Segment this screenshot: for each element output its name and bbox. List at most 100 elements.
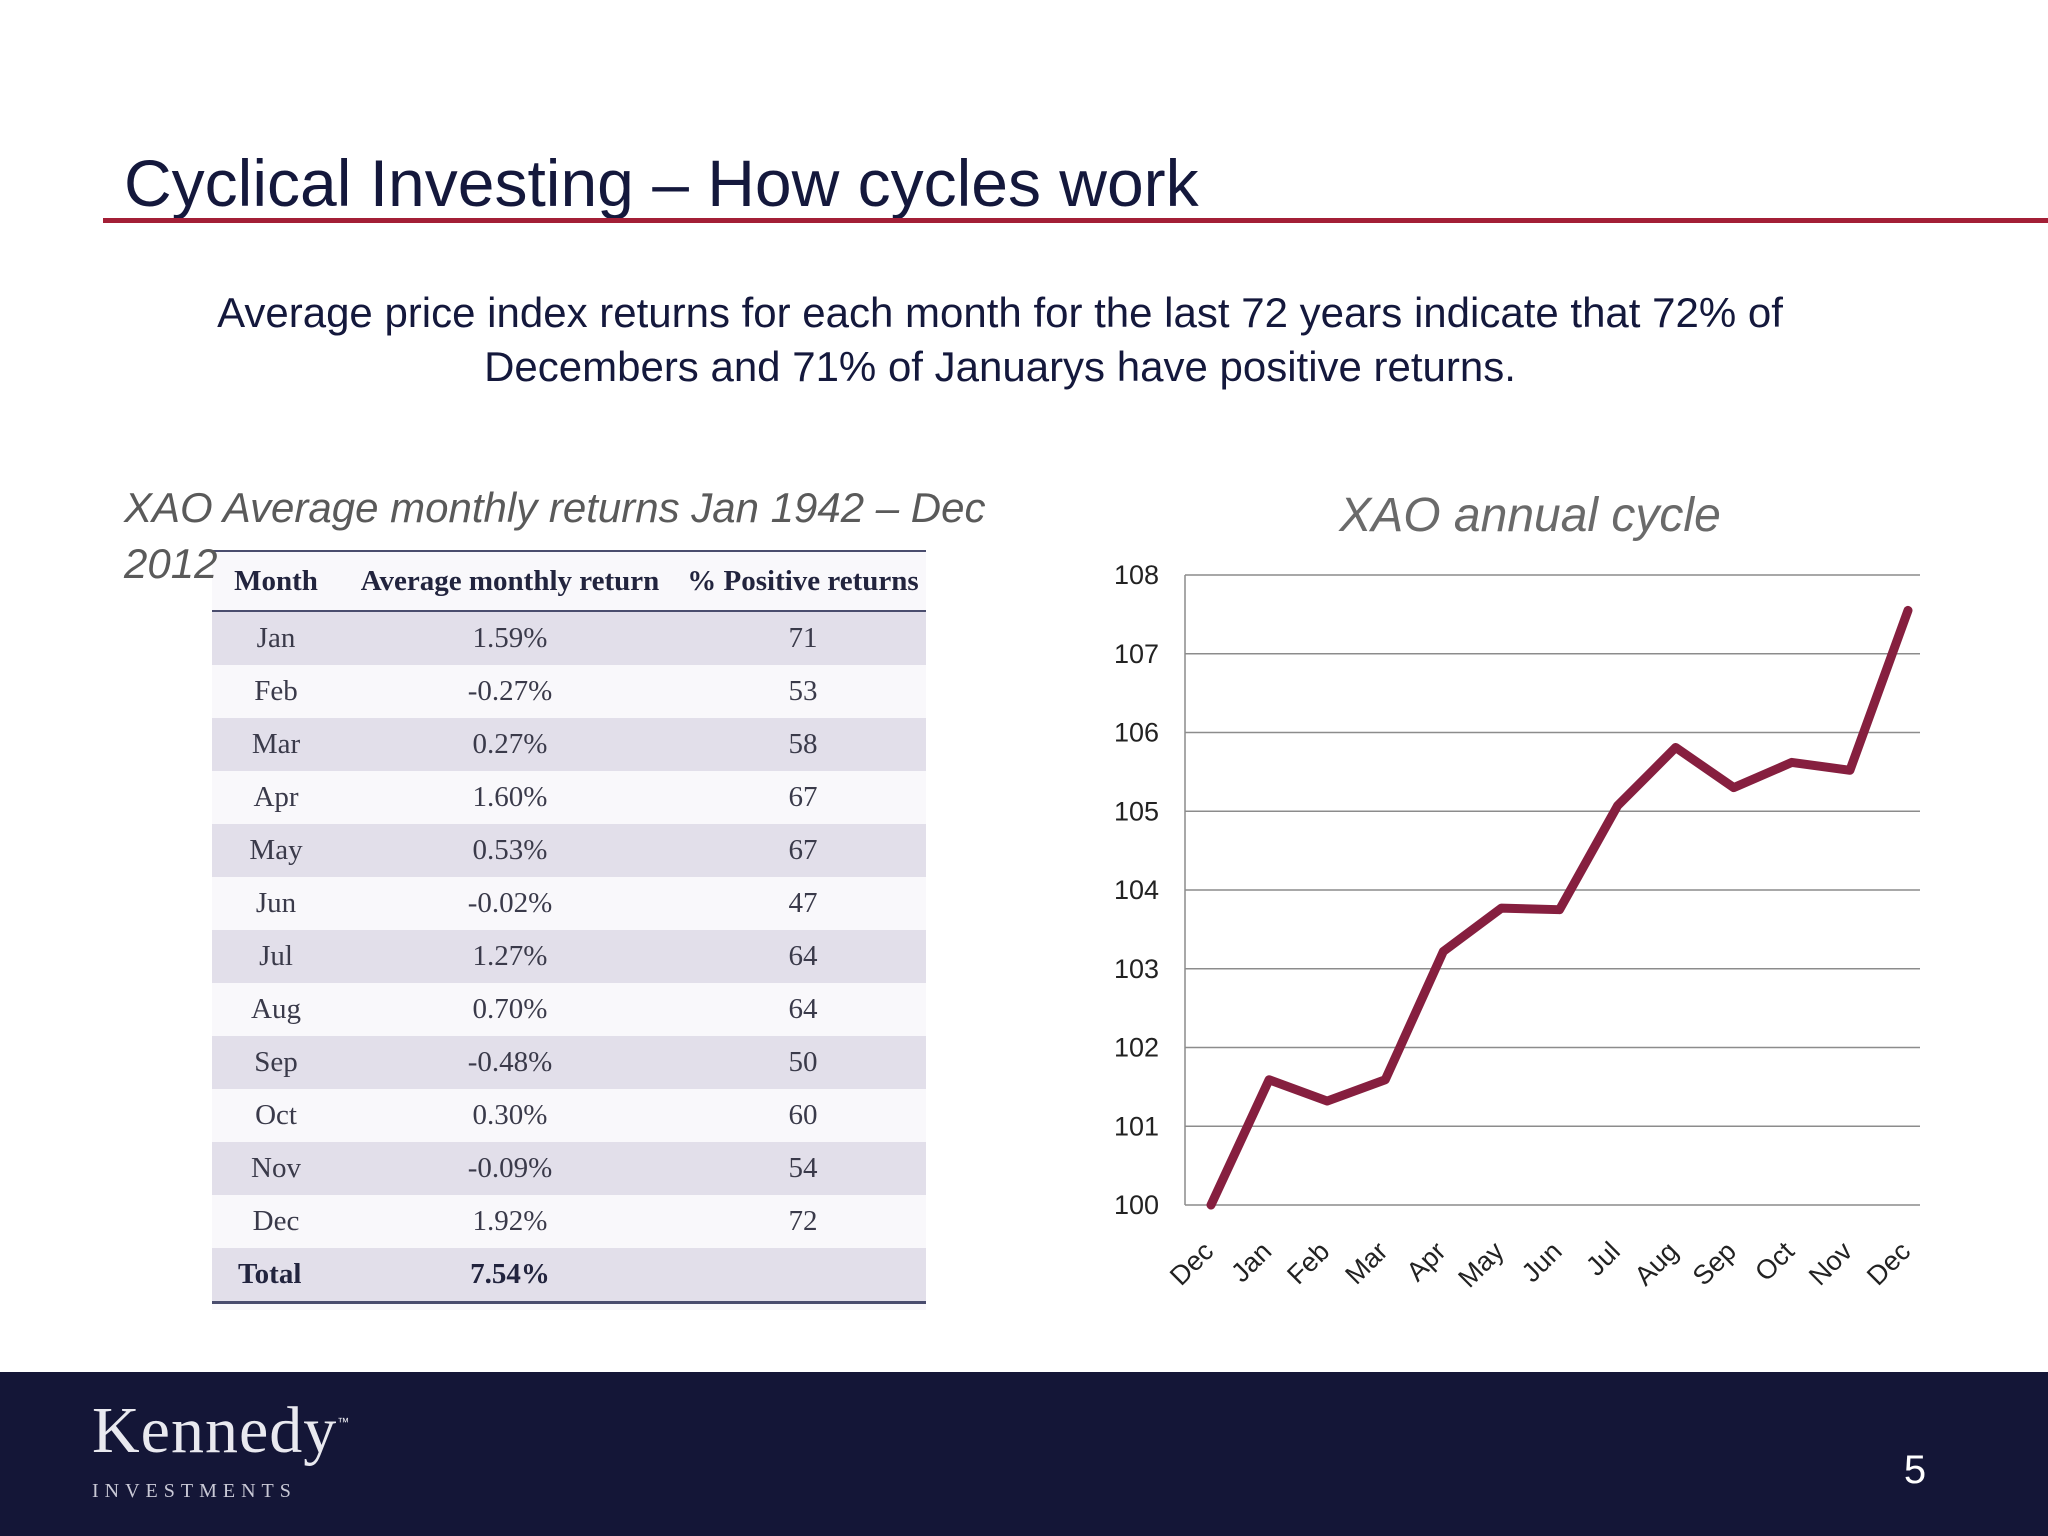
- y-tick-label: 103: [1114, 954, 1159, 984]
- returns-table-panel: Month Average monthly return % Positive …: [212, 550, 926, 1310]
- y-tick-label: 101: [1114, 1111, 1159, 1141]
- x-tick-label: Jun: [1516, 1236, 1568, 1288]
- cell-average-return: -0.27%: [467, 675, 553, 707]
- slide-title: Cyclical Investing – How cycles work: [124, 146, 1199, 220]
- x-tick-label: Mar: [1339, 1236, 1393, 1290]
- header-positive-returns: % Positive returns: [680, 550, 926, 612]
- cell-month: Oct: [255, 1099, 297, 1131]
- cell-average-return: 0.30%: [472, 1099, 548, 1131]
- cell-month: Feb: [254, 675, 298, 707]
- x-tick-label: Sep: [1687, 1236, 1742, 1291]
- header-month: Month: [212, 550, 340, 612]
- cell-positive-returns: 64: [680, 930, 926, 983]
- returns-table: Month Average monthly return % Positive …: [212, 550, 926, 1304]
- table-header-row: Month Average monthly return % Positive …: [212, 550, 926, 612]
- y-tick-label: 108: [1114, 560, 1159, 590]
- table-row: Feb -0.27% 53: [212, 665, 926, 718]
- x-tick-label: Oct: [1749, 1236, 1800, 1287]
- y-tick-label: 100: [1114, 1190, 1159, 1220]
- cell-average-return: 1.27%: [340, 930, 680, 983]
- cell-positive-returns: 54: [680, 1142, 926, 1195]
- footer-bar: [0, 1372, 2048, 1536]
- page-number: 5: [1903, 1448, 1927, 1492]
- chart-title: XAO annual cycle: [1339, 489, 1721, 542]
- cell-month: Jun: [255, 887, 297, 919]
- data-point: [1325, 1099, 1330, 1104]
- data-point: [1209, 1203, 1213, 1207]
- cell-positive-returns: 53: [788, 675, 818, 707]
- y-tick-label: 106: [1114, 718, 1159, 748]
- table-total-row: Total 7.54%: [212, 1248, 926, 1304]
- cell-total-positive: [680, 1248, 926, 1304]
- cell-average-return: -0.09%: [340, 1142, 680, 1195]
- cell-month: Mar: [212, 718, 340, 771]
- header-average-return: Average monthly return: [340, 550, 680, 612]
- data-point: [1731, 785, 1736, 790]
- x-tick-label: Apr: [1401, 1236, 1452, 1287]
- company-logo: Kennedy™ INVESTMENTS: [92, 1398, 350, 1503]
- data-point: [1499, 906, 1504, 911]
- cell-average-return: 0.53%: [340, 824, 680, 877]
- cell-positive-returns: 71: [680, 611, 926, 665]
- title-underline: [103, 218, 2048, 223]
- x-tick-label: Dec: [1861, 1236, 1916, 1291]
- data-point: [1615, 803, 1620, 808]
- cell-average-return: 0.70%: [472, 993, 548, 1025]
- logo-trademark: ™: [337, 1415, 351, 1429]
- cell-month: Jan: [212, 611, 340, 665]
- cell-average-return: 0.27%: [340, 718, 680, 771]
- cell-positive-returns: 67: [680, 824, 926, 877]
- table-row: May 0.53% 67: [212, 824, 926, 877]
- x-tick-label: Jan: [1225, 1236, 1277, 1288]
- table-row: Jul 1.27% 64: [212, 930, 926, 983]
- x-tick-label: Jul: [1580, 1236, 1626, 1282]
- y-tick-label: 102: [1114, 1033, 1159, 1063]
- data-point: [1441, 949, 1446, 954]
- logo-wordmark: Kennedy: [92, 1394, 338, 1467]
- cell-average-return: -0.48%: [340, 1036, 680, 1089]
- intro-text: Average price index returns for each mon…: [217, 289, 1783, 390]
- data-point: [1906, 608, 1910, 613]
- cell-average-return: 1.60%: [472, 781, 548, 813]
- table-row: Jun -0.02% 47: [212, 877, 926, 930]
- cell-month: Jul: [212, 930, 340, 983]
- table-row: Mar 0.27% 58: [212, 718, 926, 771]
- cell-month: Apr: [253, 781, 299, 813]
- cell-month: May: [212, 824, 340, 877]
- cell-positive-returns: 60: [788, 1099, 818, 1131]
- cell-positive-returns: 58: [680, 718, 926, 771]
- x-tick-label: Nov: [1803, 1236, 1859, 1292]
- table-caption: XAO Average monthly returns Jan 1942 – D…: [124, 484, 986, 587]
- cell-month: Sep: [212, 1036, 340, 1089]
- cell-average-return: 1.92%: [472, 1205, 548, 1237]
- table-row: Aug 0.70% 64: [212, 983, 926, 1036]
- table-row: Sep -0.48% 50: [212, 1036, 926, 1089]
- cell-positive-returns: 47: [788, 887, 818, 919]
- data-point: [1383, 1077, 1388, 1082]
- x-tick-label: Dec: [1164, 1236, 1219, 1291]
- data-point: [1673, 745, 1678, 750]
- logo-subtitle: INVESTMENTS: [92, 1480, 297, 1502]
- cell-total-return: 7.54%: [340, 1248, 680, 1304]
- y-tick-label: 105: [1114, 796, 1159, 826]
- cell-positive-returns: 64: [788, 993, 818, 1025]
- data-point: [1267, 1077, 1272, 1082]
- data-point: [1847, 768, 1852, 773]
- table-row: Jan 1.59% 71: [212, 611, 926, 665]
- y-tick-label: 104: [1114, 875, 1159, 905]
- table-row: Nov -0.09% 54: [212, 1142, 926, 1195]
- table-row: Apr 1.60% 67: [212, 771, 926, 824]
- x-tick-label: Aug: [1629, 1236, 1684, 1291]
- table-row: Dec 1.92% 72: [212, 1195, 926, 1248]
- data-point: [1789, 760, 1794, 765]
- cell-positive-returns: 67: [788, 781, 818, 813]
- cell-total-label: Total: [212, 1248, 340, 1304]
- cell-average-return: 1.59%: [340, 611, 680, 665]
- cell-month: Nov: [212, 1142, 340, 1195]
- cell-positive-returns: 72: [788, 1205, 818, 1237]
- cell-month: Aug: [251, 993, 301, 1025]
- x-tick-label: Feb: [1281, 1236, 1335, 1290]
- x-tick-label: May: [1452, 1236, 1510, 1294]
- cell-positive-returns: 50: [680, 1036, 926, 1089]
